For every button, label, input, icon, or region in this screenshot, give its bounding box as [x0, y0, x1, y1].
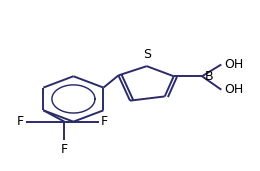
Text: F: F [17, 115, 24, 128]
Text: S: S [143, 48, 151, 61]
Text: OH: OH [224, 83, 243, 96]
Text: F: F [61, 143, 68, 156]
Text: OH: OH [224, 58, 243, 71]
Text: F: F [101, 115, 108, 128]
Text: B: B [205, 70, 213, 83]
